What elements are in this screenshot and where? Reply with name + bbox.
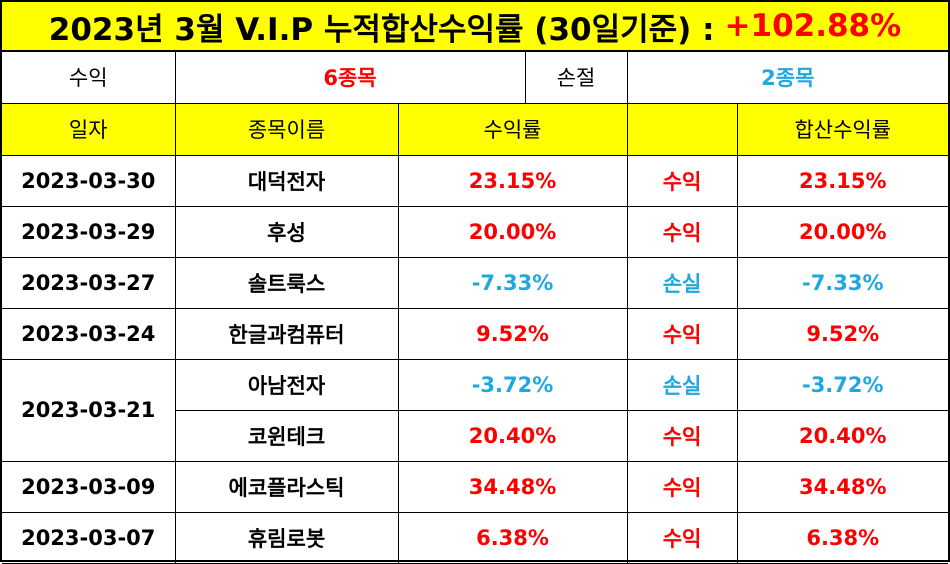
table-row: 2023-03-27 솔트룩스 -7.33% 손실 -7.33% (2, 256, 949, 309)
cell-rate: 20.40% (397, 409, 628, 462)
cell-name: 후성 (174, 205, 399, 258)
cell-result: 수익 (626, 460, 738, 513)
cell-cumulative: -3.72% (736, 358, 949, 411)
cell-cumulative: 6.38% (736, 511, 949, 564)
returns-table: 수익 6종목 손절 2종목 일자 종목이름 수익률 합산수익률 2023-03-… (2, 52, 949, 564)
page-title: 2023년 3월 V.I.P 누적합산수익률 (30일기준) : (48, 11, 715, 48)
cell-name: 대덕전자 (174, 155, 399, 207)
header-date: 일자 (2, 102, 176, 156)
cell-cumulative: 9.52% (736, 307, 949, 360)
table-row: 2023-03-30 대덕전자 23.15% 수익 23.15% (2, 155, 949, 207)
cell-cumulative: 20.00% (736, 205, 949, 258)
cell-name: 휴림로봇 (174, 511, 399, 564)
table-row: 2023-03-07 휴림로봇 6.38% 수익 6.38% (2, 511, 949, 564)
cell-date: 2023-03-07 (2, 511, 176, 564)
cell-name: 에코플라스틱 (174, 460, 399, 513)
table-row: 코윈테크 20.40% 수익 20.40% (2, 409, 949, 462)
header-rate: 수익률 (397, 102, 628, 156)
cell-date: 2023-03-09 (2, 460, 176, 513)
cell-rate: 34.48% (397, 460, 628, 513)
table-row: 2023-03-21 아남전자 -3.72% 손실 -3.72% (2, 358, 949, 462)
cell-cumulative: 34.48% (736, 460, 949, 513)
cell-rate: 20.00% (397, 205, 628, 258)
cell-date: 2023-03-29 (2, 205, 176, 258)
cell-rate: 9.52% (397, 307, 628, 360)
cell-date: 2023-03-27 (2, 256, 176, 309)
cell-rate: -7.33% (397, 256, 628, 309)
profit-label: 수익 (2, 52, 176, 104)
cell-result: 손실 (626, 256, 738, 309)
loss-count: 2종목 (626, 52, 949, 104)
cell-date: 2023-03-24 (2, 307, 176, 360)
title-bar: 2023년 3월 V.I.P 누적합산수익률 (30일기준) : +102.88… (2, 2, 948, 52)
cell-result: 수익 (626, 307, 738, 360)
cell-name: 아남전자 (174, 358, 399, 411)
table-row: 2023-03-29 후성 20.00% 수익 20.00% (2, 205, 949, 258)
cell-cumulative: 23.15% (736, 155, 949, 207)
header-cumulative: 합산수익률 (736, 102, 949, 156)
cell-name: 솔트룩스 (174, 256, 399, 309)
header-name: 종목이름 (174, 102, 399, 156)
profit-count: 6종목 (174, 52, 526, 104)
cell-rate: 23.15% (397, 155, 628, 207)
table-row: 2023-03-09 에코플라스틱 34.48% 수익 34.48% (2, 460, 949, 513)
cell-result: 수익 (626, 409, 738, 462)
table-body: 2023-03-30 대덕전자 23.15% 수익 23.15% 2023-03-29 후성… (2, 155, 949, 564)
cell-name: 한글과컴퓨터 (174, 307, 399, 360)
cell-result: 손실 (626, 358, 738, 411)
loss-label: 손절 (524, 52, 628, 104)
total-return: +102.88% (724, 8, 902, 44)
header-row: 일자 종목이름 수익률 합산수익률 (2, 102, 949, 156)
table-row: 2023-03-24 한글과컴퓨터 9.52% 수익 9.52% (2, 307, 949, 360)
cell-date: 2023-03-30 (2, 155, 176, 207)
cell-rate: 6.38% (397, 511, 628, 564)
cell-cumulative: -7.33% (736, 256, 949, 309)
cell-cumulative: 20.40% (736, 409, 949, 462)
cell-result: 수익 (626, 511, 738, 564)
header-result (626, 102, 738, 156)
cell-rate: -3.72% (397, 358, 628, 411)
summary-row: 수익 6종목 손절 2종목 (2, 52, 949, 104)
cell-result: 수익 (626, 155, 738, 207)
cell-result: 수익 (626, 205, 738, 258)
cell-name: 코윈테크 (175, 409, 399, 462)
cell-date: 2023-03-21 (2, 358, 176, 462)
